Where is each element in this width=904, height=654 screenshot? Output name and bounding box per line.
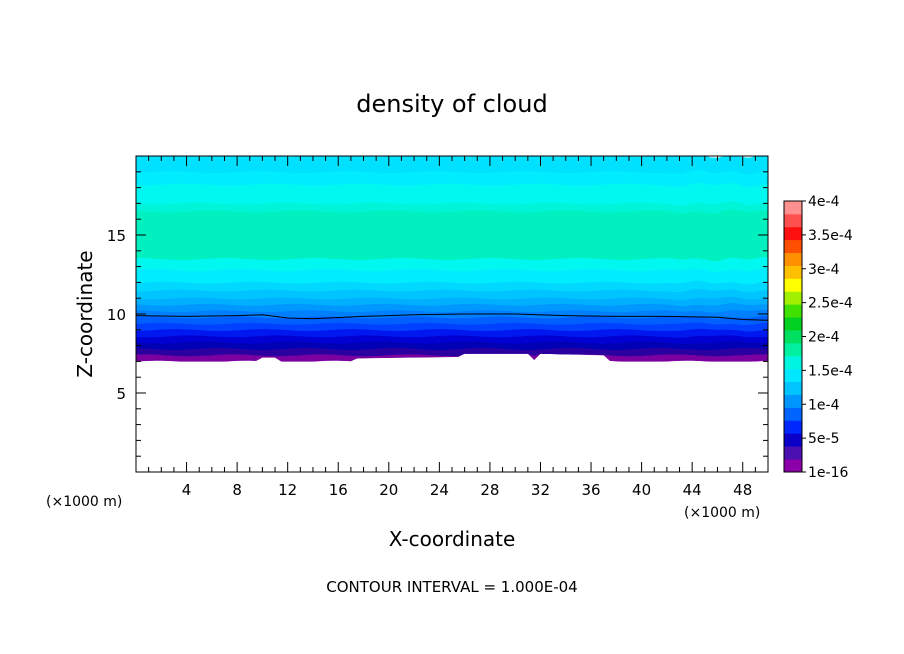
colorbar-segment	[784, 355, 802, 370]
colorbar-segment	[784, 304, 802, 318]
colorbar-label: 5e-5	[808, 431, 839, 447]
y-tick-label: 10	[107, 306, 126, 324]
colorbar-segment	[784, 239, 802, 254]
colorbar-label: 3e-4	[808, 262, 840, 278]
colorbar-segment	[784, 330, 802, 344]
x-tick-label: 20	[379, 481, 398, 499]
y-axis-label: Z-coordinate	[73, 250, 97, 377]
colorbar-label: 4e-4	[808, 194, 840, 210]
colorbar-segment	[784, 342, 802, 357]
contour-line-group	[135, 313, 769, 321]
x-tick-label: 28	[480, 481, 499, 499]
colorbar-segment	[784, 317, 802, 331]
density-band	[135, 209, 769, 261]
colorbar-label: 3.5e-4	[808, 228, 853, 244]
colorbar-segment	[784, 407, 802, 421]
colorbar-segment	[784, 381, 802, 395]
colorbar-segment	[784, 291, 802, 305]
x-tick-label: 32	[531, 481, 550, 499]
x-tick-label: 12	[278, 481, 297, 499]
colorbar-segment	[784, 252, 802, 266]
colorbar: 4e-4 3.5e-4 3e-4 2.5e-4 2e-4 1.5e-4 1e-4 5e-5 1e…	[783, 194, 853, 481]
colorbar-segment	[784, 433, 802, 447]
x-tick-label: 16	[329, 481, 348, 499]
colorbar-segment	[784, 226, 802, 241]
colorbar-segment	[784, 265, 802, 279]
chart-title: density of cloud	[356, 90, 547, 118]
colorbar-label: 1e-16	[808, 465, 848, 481]
contour-line	[135, 313, 769, 321]
colorbar-segment	[784, 446, 802, 460]
colorbar-label: 2e-4	[808, 330, 840, 346]
colorbar-segment	[784, 420, 802, 434]
x-unit-right: (×1000 m)	[684, 505, 760, 521]
x-tick-label: 36	[581, 481, 600, 499]
x-tick-label: 44	[683, 481, 702, 499]
contour-interval-note: CONTOUR INTERVAL = 1.000E-04	[326, 578, 577, 596]
y-tick-label: 5	[116, 385, 126, 403]
x-tick-label: 40	[632, 481, 651, 499]
x-tick-label: 24	[430, 481, 449, 499]
y-tick-label: 15	[107, 227, 126, 245]
colorbar-label: 1e-4	[808, 397, 840, 413]
colorbar-segment	[784, 394, 802, 408]
colorbar-segment	[784, 213, 802, 228]
x-tick-label: 8	[232, 481, 242, 499]
colorbar-label: 1.5e-4	[808, 363, 853, 379]
x-axis-label: X-coordinate	[389, 527, 516, 551]
colorbar-segment	[784, 459, 802, 473]
colorbar-label: 2.5e-4	[808, 296, 853, 312]
colorbar-segment	[784, 201, 802, 215]
x-axis-ticks: 4 8 12 16 20 24 28 32 36 40 44 48	[148, 156, 756, 499]
y-axis-ticks: 5 10 15	[107, 171, 768, 457]
x-tick-label: 48	[733, 481, 752, 499]
colorbar-segment	[784, 278, 802, 292]
colorbar-segment	[784, 368, 802, 383]
x-unit-left: (×1000 m)	[46, 494, 122, 510]
density-field	[135, 155, 769, 362]
x-tick-label: 4	[182, 481, 192, 499]
